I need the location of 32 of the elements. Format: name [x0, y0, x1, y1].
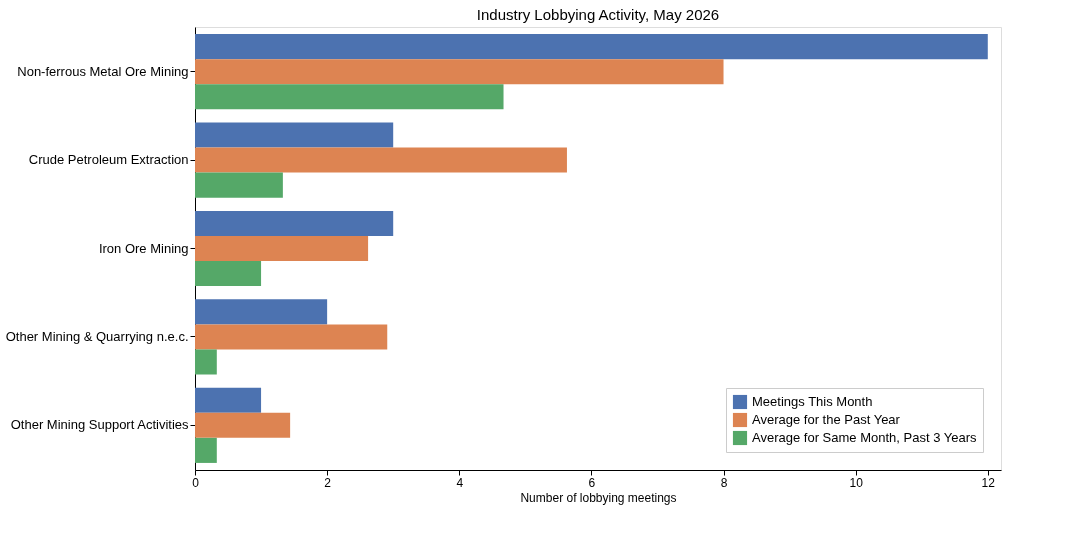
- bar: [195, 349, 217, 375]
- x-tick-label: 0: [192, 475, 200, 490]
- bar: [195, 235, 369, 262]
- bar: [195, 324, 388, 350]
- x-tick-label: 12: [981, 475, 996, 490]
- bar: [195, 387, 262, 413]
- bar: [195, 261, 262, 287]
- legend-label: Meetings This Month: [752, 394, 873, 409]
- bar: [195, 437, 217, 463]
- bar: [195, 210, 394, 236]
- chart-title: Industry Lobbying Activity, May 2026: [476, 6, 720, 23]
- bar: [195, 84, 504, 110]
- bar: [195, 34, 988, 60]
- legend-label: Average for Same Month, Past 3 Years: [752, 430, 977, 445]
- bar: [195, 172, 283, 198]
- bar: [195, 299, 328, 325]
- legend-label: Average for the Past Year: [752, 412, 901, 427]
- bar: [195, 122, 394, 148]
- y-tick-label: Other Mining & Quarrying n.e.c.: [5, 328, 189, 344]
- x-tick-label: 10: [849, 475, 864, 490]
- x-tick-label: 8: [720, 475, 728, 490]
- bar: [195, 412, 291, 438]
- bar: [195, 59, 724, 85]
- y-tick-label: Crude Petroleum Extraction: [28, 152, 189, 168]
- x-tick-label: 4: [456, 475, 464, 490]
- x-tick-label: 2: [324, 475, 332, 490]
- y-tick-label: Non-ferrous Metal Ore Mining: [17, 63, 189, 79]
- y-tick-label: Iron Ore Mining: [98, 240, 189, 256]
- x-axis-title: Number of lobbying meetings: [520, 490, 677, 505]
- y-tick-label: Other Mining Support Activities: [10, 417, 189, 433]
- bar: [195, 147, 567, 173]
- x-tick-label: 6: [588, 475, 596, 490]
